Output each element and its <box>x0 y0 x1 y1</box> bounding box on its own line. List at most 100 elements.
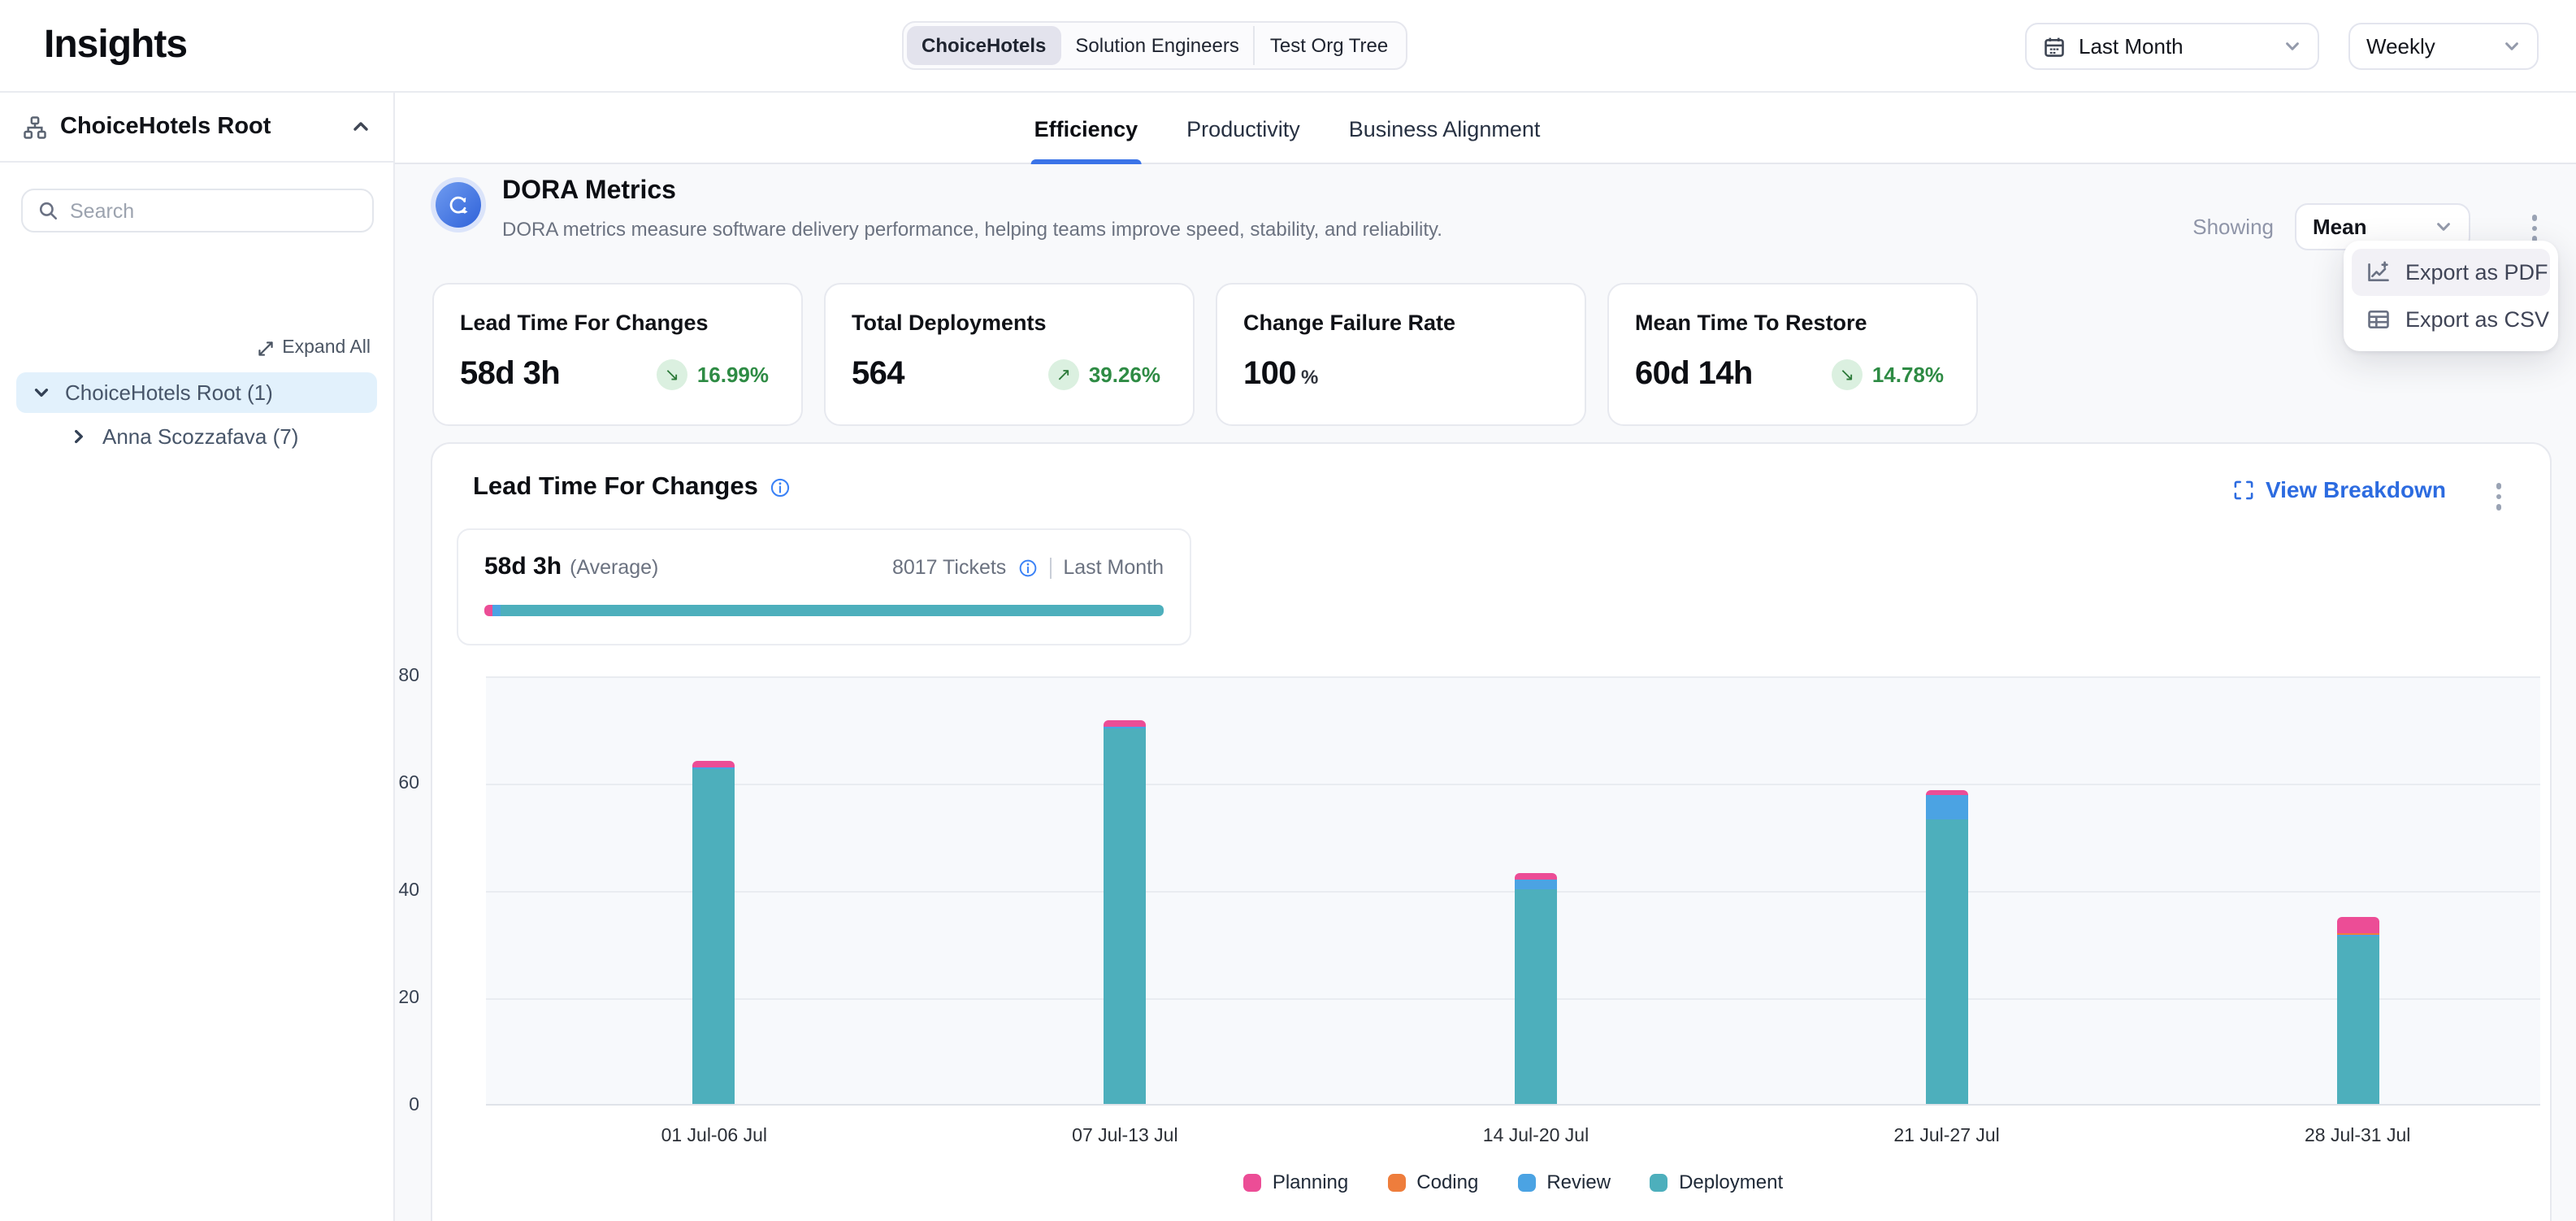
bar-01-jul-06-jul[interactable] <box>693 761 735 1104</box>
section-title: Lead Time For Changes <box>473 473 758 502</box>
average-summary-card: 58d 3h (Average) 8017 Tickets Last Month <box>457 528 1191 645</box>
expand-corners-icon <box>2233 479 2254 500</box>
dora-metrics-section: DORA Metrics DORA metrics measure softwa… <box>395 164 2576 1221</box>
metric-card-total-deployments: Total Deployments 564 ↗ 39.26% <box>824 283 1195 426</box>
x-tick-label: 01 Jul-06 Jul <box>661 1127 767 1146</box>
chart-legend: Planning Coding Review Deployment <box>486 1171 2540 1193</box>
bar-segment-deployment <box>2336 936 2379 1104</box>
info-icon[interactable] <box>770 476 792 499</box>
info-icon[interactable] <box>1017 557 1039 578</box>
bar-segment-review <box>1926 796 1968 820</box>
chevron-down-icon <box>2503 37 2521 55</box>
metric-value: 58d 3h <box>460 356 560 392</box>
tickets-label: 8017 Tickets <box>892 556 1006 579</box>
bar-segment-review <box>1515 880 1557 889</box>
tab-productivity[interactable]: Productivity <box>1186 93 1300 164</box>
period-label: Last Month <box>1063 556 1164 579</box>
dora-metrics-icon <box>431 177 486 232</box>
progress-segment-review <box>493 605 501 616</box>
legend-label: Coding <box>1416 1171 1478 1193</box>
legend-item-coding[interactable]: Coding <box>1387 1171 1478 1193</box>
export-pdf-item[interactable]: Export as PDF <box>2352 249 2550 296</box>
tree-row-label: Anna Scozzafava (7) <box>102 424 298 449</box>
trend-badge: ↘ 16.99% <box>657 359 769 390</box>
stage-progress-bar <box>484 605 1164 616</box>
org-tab-choicehotels[interactable]: ChoiceHotels <box>907 26 1060 65</box>
expand-diagonal-icon <box>256 339 274 357</box>
bar-segment-deployment <box>1104 728 1146 1104</box>
average-value: 58d 3h <box>484 553 562 580</box>
view-breakdown-button[interactable]: View Breakdown <box>2233 476 2446 502</box>
y-tick-label: 40 <box>398 881 419 901</box>
trend-down-icon: ↘ <box>657 359 687 390</box>
legend-item-planning[interactable]: Planning <box>1243 1171 1348 1193</box>
search-input[interactable] <box>70 199 358 222</box>
granularity-select[interactable]: Weekly <box>2348 23 2539 70</box>
org-tree: ChoiceHotels Root (1) Anna Scozzafava (7… <box>16 372 377 457</box>
search-icon <box>37 200 59 221</box>
tree-row-anna-scozzafava[interactable]: Anna Scozzafava (7) <box>16 416 377 457</box>
bar-14-jul-20-jul[interactable] <box>1515 873 1557 1104</box>
metric-title: Change Failure Rate <box>1243 311 1559 335</box>
view-breakdown-label: View Breakdown <box>2266 476 2446 502</box>
date-range-select[interactable]: Last Month <box>2025 23 2319 70</box>
table-icon <box>2366 307 2391 332</box>
divider <box>1050 557 1052 578</box>
trend-up-icon: ↗ <box>1048 359 1079 390</box>
gridline <box>486 676 2540 678</box>
trend-percent: 39.26% <box>1089 363 1160 387</box>
y-tick-label: 60 <box>398 774 419 793</box>
export-csv-label: Export as CSV <box>2405 307 2549 332</box>
metric-title: Lead Time For Changes <box>460 311 775 335</box>
trend-badge: ↗ 39.26% <box>1048 359 1160 390</box>
granularity-value: Weekly <box>2366 34 2490 59</box>
export-csv-item[interactable]: Export as CSV <box>2352 296 2550 343</box>
chevron-right-icon[interactable] <box>68 428 88 445</box>
sidebar-title: ChoiceHotels Root <box>60 114 351 140</box>
legend-item-deployment[interactable]: Deployment <box>1650 1171 1783 1193</box>
sidebar-header: ChoiceHotels Root <box>0 93 393 163</box>
bar-21-jul-27-jul[interactable] <box>1926 790 1968 1104</box>
chevron-down-icon[interactable] <box>31 384 50 402</box>
org-tab-test-org-tree[interactable]: Test Org Tree <box>1254 26 1403 65</box>
y-tick-label: 0 <box>409 1096 419 1115</box>
org-tree-sidebar: ChoiceHotels Root Expand All ChoiceHotel… <box>0 93 395 1221</box>
dora-description: DORA metrics measure software delivery p… <box>502 218 1442 241</box>
trend-percent: 14.78% <box>1872 363 1944 387</box>
metric-card-mean-time-to-restore: Mean Time To Restore 60d 14h ↘ 14.78% <box>1607 283 1978 426</box>
tab-business-alignment[interactable]: Business Alignment <box>1349 93 1541 164</box>
trend-percent: 16.99% <box>697 363 769 387</box>
org-tab-solution-engineers[interactable]: Solution Engineers <box>1060 26 1253 65</box>
org-switcher: ChoiceHotels Solution Engineers Test Org… <box>902 21 1407 70</box>
metric-card-lead-time: Lead Time For Changes 58d 3h ↘ 16.99% <box>432 283 803 426</box>
main-tab-bar: Efficiency Productivity Business Alignme… <box>395 93 2576 164</box>
metric-value: 60d 14h <box>1635 356 1753 392</box>
insights-page: Insights ChoiceHotels Solution Engineers… <box>0 0 2576 1221</box>
chart-line-icon <box>2366 260 2391 285</box>
bar-segment-planning <box>1926 790 1968 796</box>
stacked-bar-chart: 01 Jul-06 Jul07 Jul-13 Jul14 Jul-20 Jul2… <box>486 676 2540 1193</box>
x-tick-label: 21 Jul-27 Jul <box>1893 1127 1999 1146</box>
trend-badge: ↘ 14.78% <box>1832 359 1944 390</box>
page-title: Insights <box>44 23 187 68</box>
gridline <box>486 998 2540 1000</box>
date-range-value: Last Month <box>2079 34 2270 59</box>
x-tick-label: 07 Jul-13 Jul <box>1072 1127 1177 1146</box>
showing-label: Showing <box>2192 215 2274 239</box>
metric-card-change-failure-rate: Change Failure Rate 100% <box>1216 283 1586 426</box>
bar-07-jul-13-jul[interactable] <box>1104 720 1146 1104</box>
expand-all-button[interactable]: Expand All <box>256 338 371 358</box>
legend-item-review[interactable]: Review <box>1517 1171 1611 1193</box>
chart-menu-button[interactable] <box>2489 476 2508 516</box>
chevron-up-icon[interactable] <box>351 117 371 137</box>
tree-row-choicehotels-root[interactable]: ChoiceHotels Root (1) <box>16 372 377 413</box>
legend-label: Deployment <box>1679 1171 1783 1193</box>
dora-title: DORA Metrics <box>502 177 676 206</box>
x-tick-label: 28 Jul-31 Jul <box>2305 1127 2410 1146</box>
lead-time-chart-card: Lead Time For Changes View Breakdown <box>431 442 2552 1221</box>
tree-row-label: ChoiceHotels Root (1) <box>65 380 273 405</box>
metric-title: Mean Time To Restore <box>1635 311 1950 335</box>
tab-efficiency[interactable]: Efficiency <box>1034 93 1138 164</box>
bar-28-jul-31-jul[interactable] <box>2336 916 2379 1104</box>
y-tick-label: 80 <box>398 667 419 686</box>
